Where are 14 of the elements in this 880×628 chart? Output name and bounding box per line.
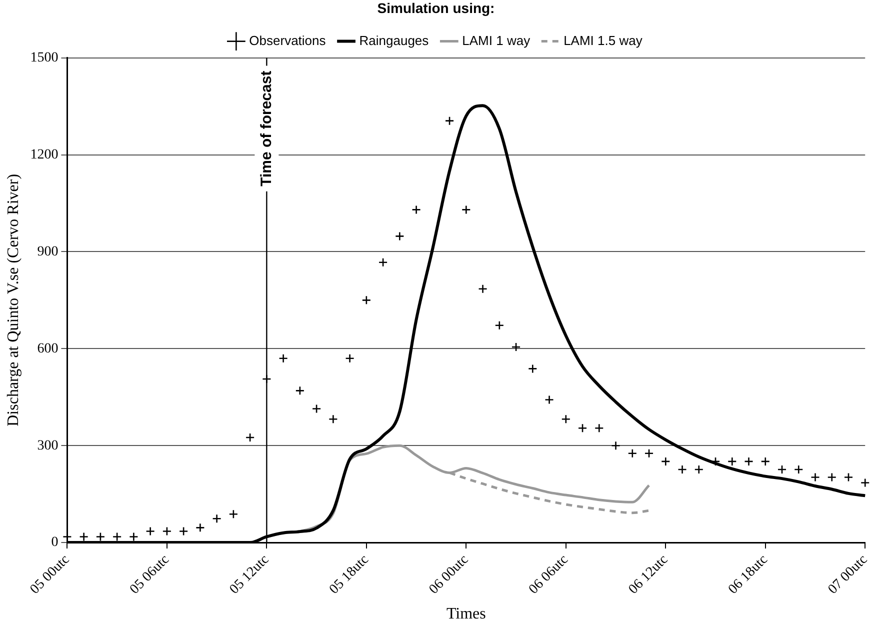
y-tick-label: 1200	[30, 147, 58, 162]
y-tick-label: 300	[37, 438, 58, 454]
y-tick-label: 900	[37, 244, 58, 260]
y-tick-label: 1500	[30, 50, 58, 66]
y-tick-label: 600	[37, 341, 58, 356]
x-axis-title: Times	[446, 606, 486, 623]
legend-title: Simulation using:	[377, 0, 495, 16]
legend-label: Observations	[249, 32, 326, 48]
y-axis-title: Discharge at Quinto V.se (Cervo River)	[4, 174, 22, 426]
legend-label: LAMI 1.5 way	[564, 32, 643, 48]
legend-label: Raingauges	[359, 32, 430, 48]
legend-label: LAMI 1 way	[462, 32, 531, 48]
y-tick-label: 0	[51, 535, 58, 550]
ref-line-label: Time of forecast	[258, 70, 275, 186]
